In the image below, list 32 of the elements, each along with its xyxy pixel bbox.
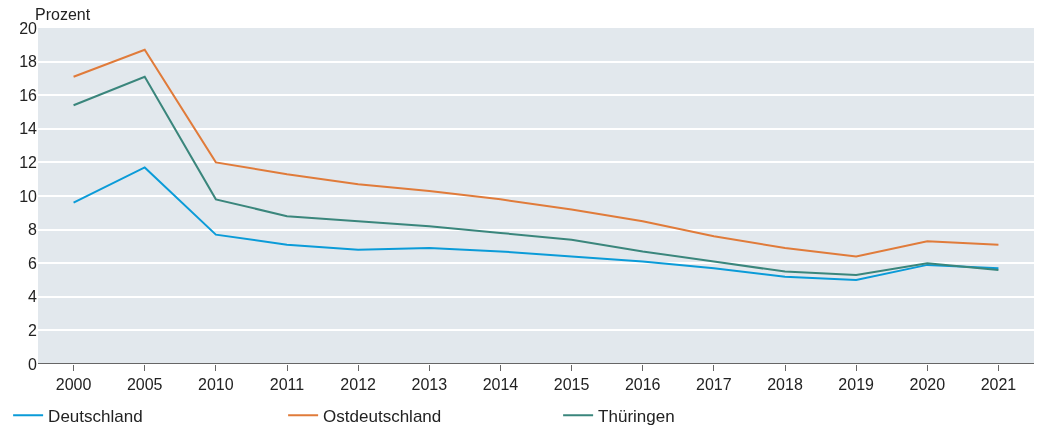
x-tick-label: 2010 xyxy=(198,376,234,394)
x-tick-label: 2016 xyxy=(624,376,661,394)
y-tick-label: 20 xyxy=(19,19,38,37)
y-tick-label: 8 xyxy=(28,221,38,239)
y-tick-label: 0 xyxy=(28,355,38,373)
x-tick-label: 2000 xyxy=(55,376,92,394)
x-tick-label: 2013 xyxy=(411,376,448,394)
y-tick-label: 4 xyxy=(28,288,38,306)
x-tick-label: 2020 xyxy=(909,376,946,394)
legend-label: Ostdeutschland xyxy=(323,406,442,426)
x-tick-label: 2005 xyxy=(126,376,163,394)
y-tick-label: 14 xyxy=(19,120,38,138)
y-axis-title: Prozent xyxy=(35,6,91,23)
line-series xyxy=(72,48,1000,258)
x-tick-label: 2011 xyxy=(269,376,305,394)
x-tick-label: 2014 xyxy=(482,376,519,394)
line-series xyxy=(72,75,1000,276)
y-tick-label: 16 xyxy=(19,86,38,104)
y-tick-label: 2 xyxy=(28,322,38,339)
y-tick-label: 10 xyxy=(19,187,38,205)
line-series xyxy=(72,166,1000,281)
y-tick-label: 18 xyxy=(19,53,38,71)
x-tick-label: 2015 xyxy=(553,376,590,394)
y-tick-label: 12 xyxy=(19,154,38,171)
x-tick-label: 2021 xyxy=(980,376,1017,394)
x-tick-label: 2018 xyxy=(767,376,803,394)
x-tick-label: 2019 xyxy=(838,376,875,394)
y-tick-label: 6 xyxy=(28,254,38,272)
x-tick-label: 2012 xyxy=(340,376,377,394)
legend-label: Deutschland xyxy=(48,406,143,426)
legend-label: Thüringen xyxy=(598,406,675,426)
x-tick-label: 2017 xyxy=(696,376,732,394)
